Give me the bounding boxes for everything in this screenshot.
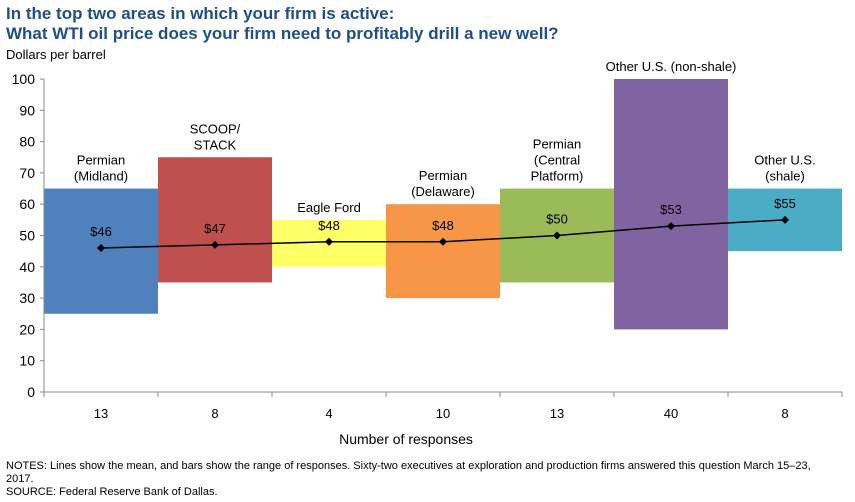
mean-data-label: $46 <box>90 224 112 239</box>
range-bar <box>158 157 272 283</box>
notes-line-1: NOTES: Lines show the mean, and bars sho… <box>6 460 811 472</box>
category-label: Other U.S. <box>754 153 815 168</box>
mean-data-label: $55 <box>774 196 796 211</box>
mean-data-label: $48 <box>318 218 340 233</box>
category-label: Platform) <box>531 169 584 184</box>
x-axis-label: Number of responses <box>339 431 473 447</box>
y-tick-label: 40 <box>19 259 35 275</box>
category-label: Permian <box>419 168 467 183</box>
x-tick-label-responses: 4 <box>325 406 332 421</box>
y-tick-label: 20 <box>19 321 35 337</box>
y-tick-label: 60 <box>19 196 35 212</box>
mean-marker <box>667 222 675 231</box>
y-tick-label: 90 <box>19 102 35 118</box>
category-label: Eagle Ford <box>297 200 361 215</box>
y-tick-label: 0 <box>27 384 35 400</box>
mean-data-label: $48 <box>432 218 454 233</box>
mean-marker <box>211 240 219 249</box>
category-label: Other U.S. (non-shale) <box>606 59 737 74</box>
y-axis-label: Dollars per barrel <box>6 47 106 62</box>
mean-data-label: $50 <box>546 212 568 227</box>
x-tick-label-responses: 10 <box>436 406 450 421</box>
mean-marker <box>781 215 789 224</box>
y-tick-label: 100 <box>12 71 36 87</box>
mean-marker <box>553 231 561 240</box>
y-tick-label: 50 <box>19 228 35 244</box>
category-label: (Midland) <box>74 169 128 184</box>
x-tick-label-responses: 40 <box>664 406 678 421</box>
mean-marker <box>439 237 447 246</box>
y-tick-label: 80 <box>19 134 35 150</box>
mean-marker <box>97 244 105 253</box>
y-tick-label: 30 <box>19 290 35 306</box>
mean-data-label: $47 <box>204 221 226 236</box>
x-tick-label-responses: 8 <box>211 406 218 421</box>
y-tick-label: 70 <box>19 165 35 181</box>
category-label: SCOOP/ <box>190 121 241 136</box>
x-tick-label-responses: 8 <box>781 406 788 421</box>
source-note: SOURCE: Federal Reserve Bank of Dallas. <box>6 486 218 498</box>
category-label: (Central <box>534 153 580 168</box>
mean-marker <box>325 237 333 246</box>
x-tick-label-responses: 13 <box>550 406 564 421</box>
mean-data-label: $53 <box>660 202 682 217</box>
category-label: STACK <box>194 137 237 152</box>
range-bar <box>614 79 728 330</box>
chart-title-line-1: In the top two areas in which your firm … <box>6 4 395 23</box>
category-label: (shale) <box>765 169 805 184</box>
category-label: Permian <box>533 137 581 152</box>
chart-title-line-2: What WTI oil price does your firm need t… <box>6 24 559 43</box>
category-label: (Delaware) <box>411 184 475 199</box>
category-label: Permian <box>77 153 125 168</box>
y-tick-label: 10 <box>19 353 35 369</box>
x-tick-label-responses: 13 <box>94 406 108 421</box>
notes-line-2: 2017. <box>6 473 34 485</box>
range-bar <box>386 204 500 299</box>
